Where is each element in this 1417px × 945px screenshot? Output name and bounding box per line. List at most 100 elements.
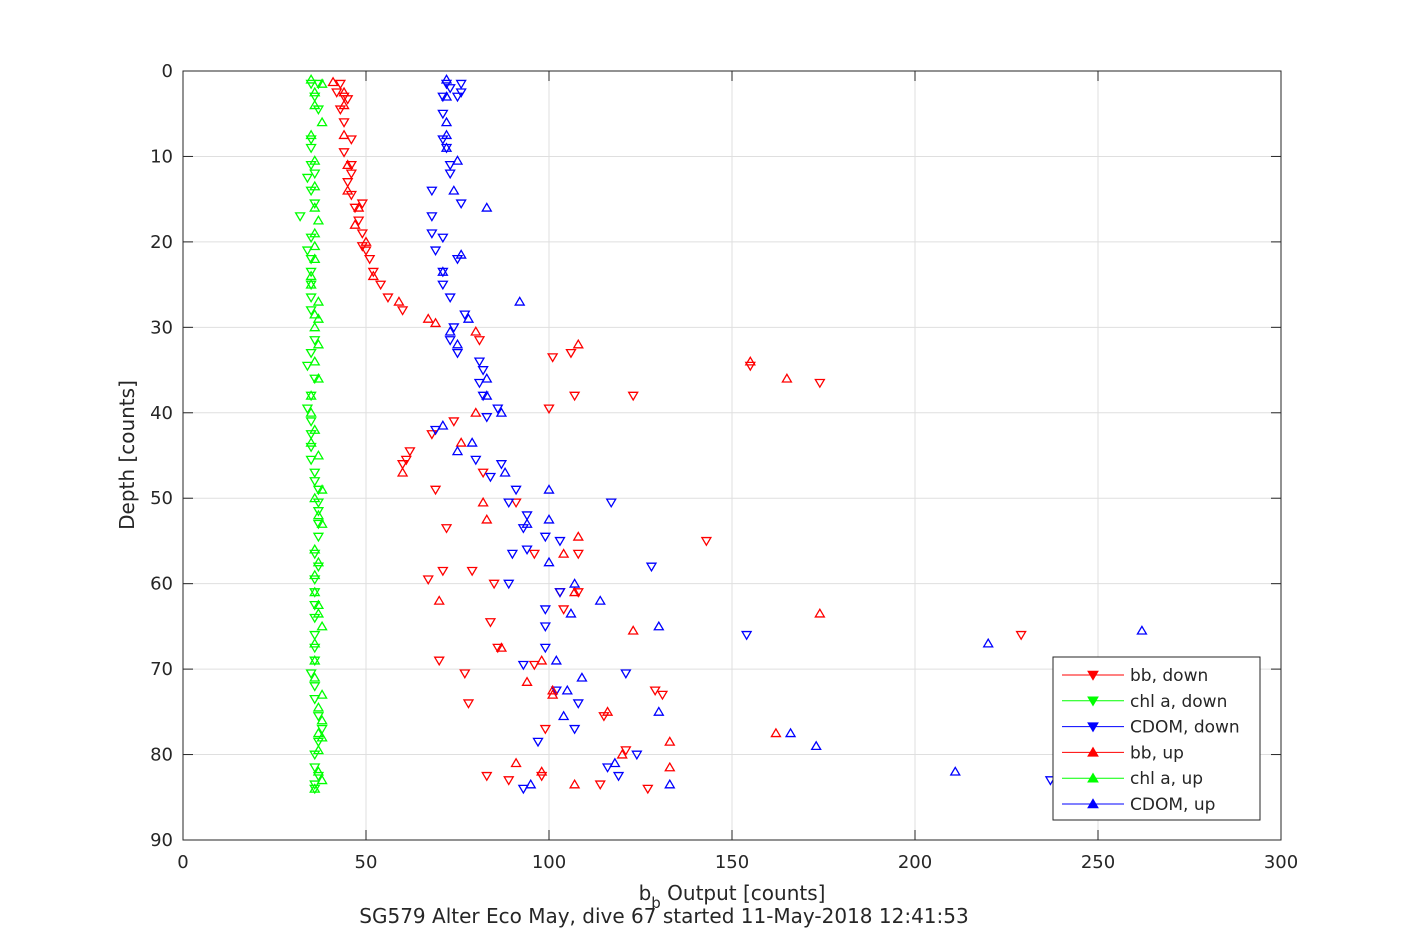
data-point: [338, 148, 350, 158]
data-point: [492, 404, 504, 415]
data-point: [982, 637, 994, 648]
data-point: [539, 532, 551, 543]
data-point: [481, 771, 493, 782]
data-point: [312, 556, 325, 567]
data-point: [517, 784, 530, 795]
data-point: [338, 99, 350, 110]
data-point: [345, 135, 357, 145]
data-point: [477, 366, 489, 376]
data-point: [481, 413, 493, 423]
legend-item: CDOM, up: [1062, 795, 1215, 815]
data-point: [521, 545, 533, 556]
legend-label: chl a, up: [1130, 769, 1203, 789]
data-point: [451, 92, 464, 103]
x-axis-label-rest: Output [counts]: [661, 881, 826, 905]
data-point: [305, 79, 317, 90]
data-point: [309, 569, 321, 580]
data-point: [316, 714, 328, 725]
data-point: [422, 575, 434, 585]
data-point: [305, 348, 317, 359]
data-point: [1136, 625, 1148, 635]
data-point: [426, 212, 438, 222]
data-point: [627, 625, 639, 635]
data-point: [429, 317, 442, 328]
data-point: [543, 514, 555, 524]
legend-item: bb, up: [1062, 743, 1184, 763]
data-point: [305, 407, 317, 417]
data-point: [532, 737, 544, 748]
data-point: [554, 536, 566, 547]
data-point: [568, 391, 581, 402]
x-tick-label: 100: [532, 852, 566, 873]
data-point: [558, 548, 570, 558]
data-point: [437, 109, 449, 120]
data-point: [309, 783, 321, 793]
data-point: [543, 556, 555, 567]
y-tick-label: 30: [150, 317, 173, 338]
x-axis-label: bb Output [counts]: [639, 881, 826, 912]
data-point: [609, 757, 621, 768]
data-point: [539, 622, 551, 632]
data-point: [316, 78, 328, 88]
data-point: [440, 142, 453, 152]
data-point: [612, 771, 625, 782]
data-point: [558, 605, 570, 615]
data-point: [440, 91, 453, 101]
data-point: [305, 143, 317, 154]
data-point: [309, 630, 321, 641]
data-point: [305, 73, 317, 84]
data-point: [294, 212, 306, 222]
data-point: [312, 608, 325, 618]
data-point: [576, 672, 588, 682]
data-point: [488, 579, 500, 590]
data-point: [316, 620, 328, 631]
data-point: [349, 203, 361, 214]
data-point: [312, 338, 325, 349]
data-point: [396, 306, 409, 316]
data-point: [316, 689, 328, 699]
data-point: [309, 424, 321, 434]
data-point: [594, 780, 606, 791]
data-point: [316, 518, 328, 528]
data-point: [470, 407, 482, 417]
data-point: [565, 608, 577, 618]
data-point: [312, 507, 325, 517]
data-point: [312, 744, 325, 755]
data-point: [444, 169, 456, 180]
legend-label: CDOM, down: [1130, 718, 1240, 738]
data-point: [309, 227, 321, 238]
data-point: [466, 566, 478, 577]
data-point: [503, 776, 515, 786]
y-tick-label: 20: [150, 232, 173, 253]
data-point: [309, 586, 321, 597]
legend-label: chl a, down: [1130, 692, 1227, 712]
data-point: [444, 336, 456, 346]
data-point: [484, 472, 497, 483]
data-point: [510, 485, 522, 496]
data-point: [429, 425, 442, 436]
series-bb-down: [331, 79, 1027, 795]
x-tick-label: 150: [715, 852, 749, 873]
data-point: [360, 246, 372, 256]
data-point: [495, 407, 508, 417]
data-point: [429, 246, 442, 256]
data-point: [554, 588, 566, 598]
data-point: [440, 129, 453, 140]
data-point: [309, 374, 321, 385]
data-point: [642, 784, 654, 795]
data-point: [499, 467, 511, 477]
data-point: [437, 92, 449, 103]
data-point: [547, 353, 559, 363]
x-tick-label: 0: [177, 852, 188, 873]
data-point: [312, 702, 325, 712]
data-point: [444, 84, 456, 94]
data-point: [594, 595, 606, 605]
data-point: [700, 536, 713, 547]
data-point: [448, 417, 460, 427]
data-point: [396, 460, 409, 470]
data-point: [437, 233, 449, 244]
data-point: [444, 293, 456, 303]
data-point: [312, 562, 325, 573]
data-point: [426, 186, 438, 197]
legend-marker: [1087, 746, 1099, 757]
